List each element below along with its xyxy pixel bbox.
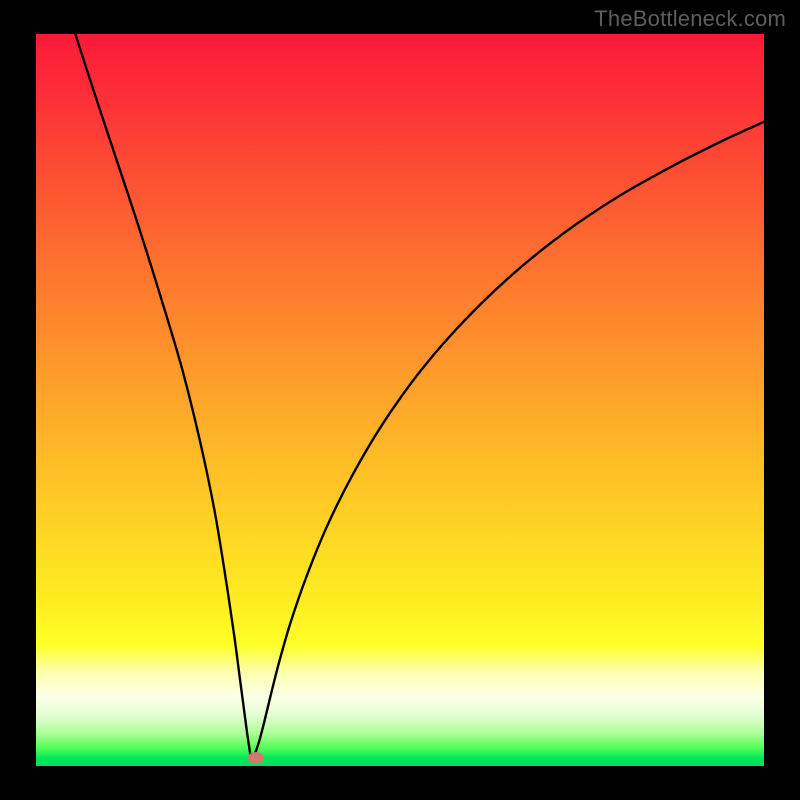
- minimum-marker: [248, 752, 264, 764]
- bottleneck-curve: [36, 34, 764, 766]
- plot-area: [36, 34, 764, 766]
- curve-line: [75, 34, 764, 756]
- watermark-text: TheBottleneck.com: [594, 6, 786, 32]
